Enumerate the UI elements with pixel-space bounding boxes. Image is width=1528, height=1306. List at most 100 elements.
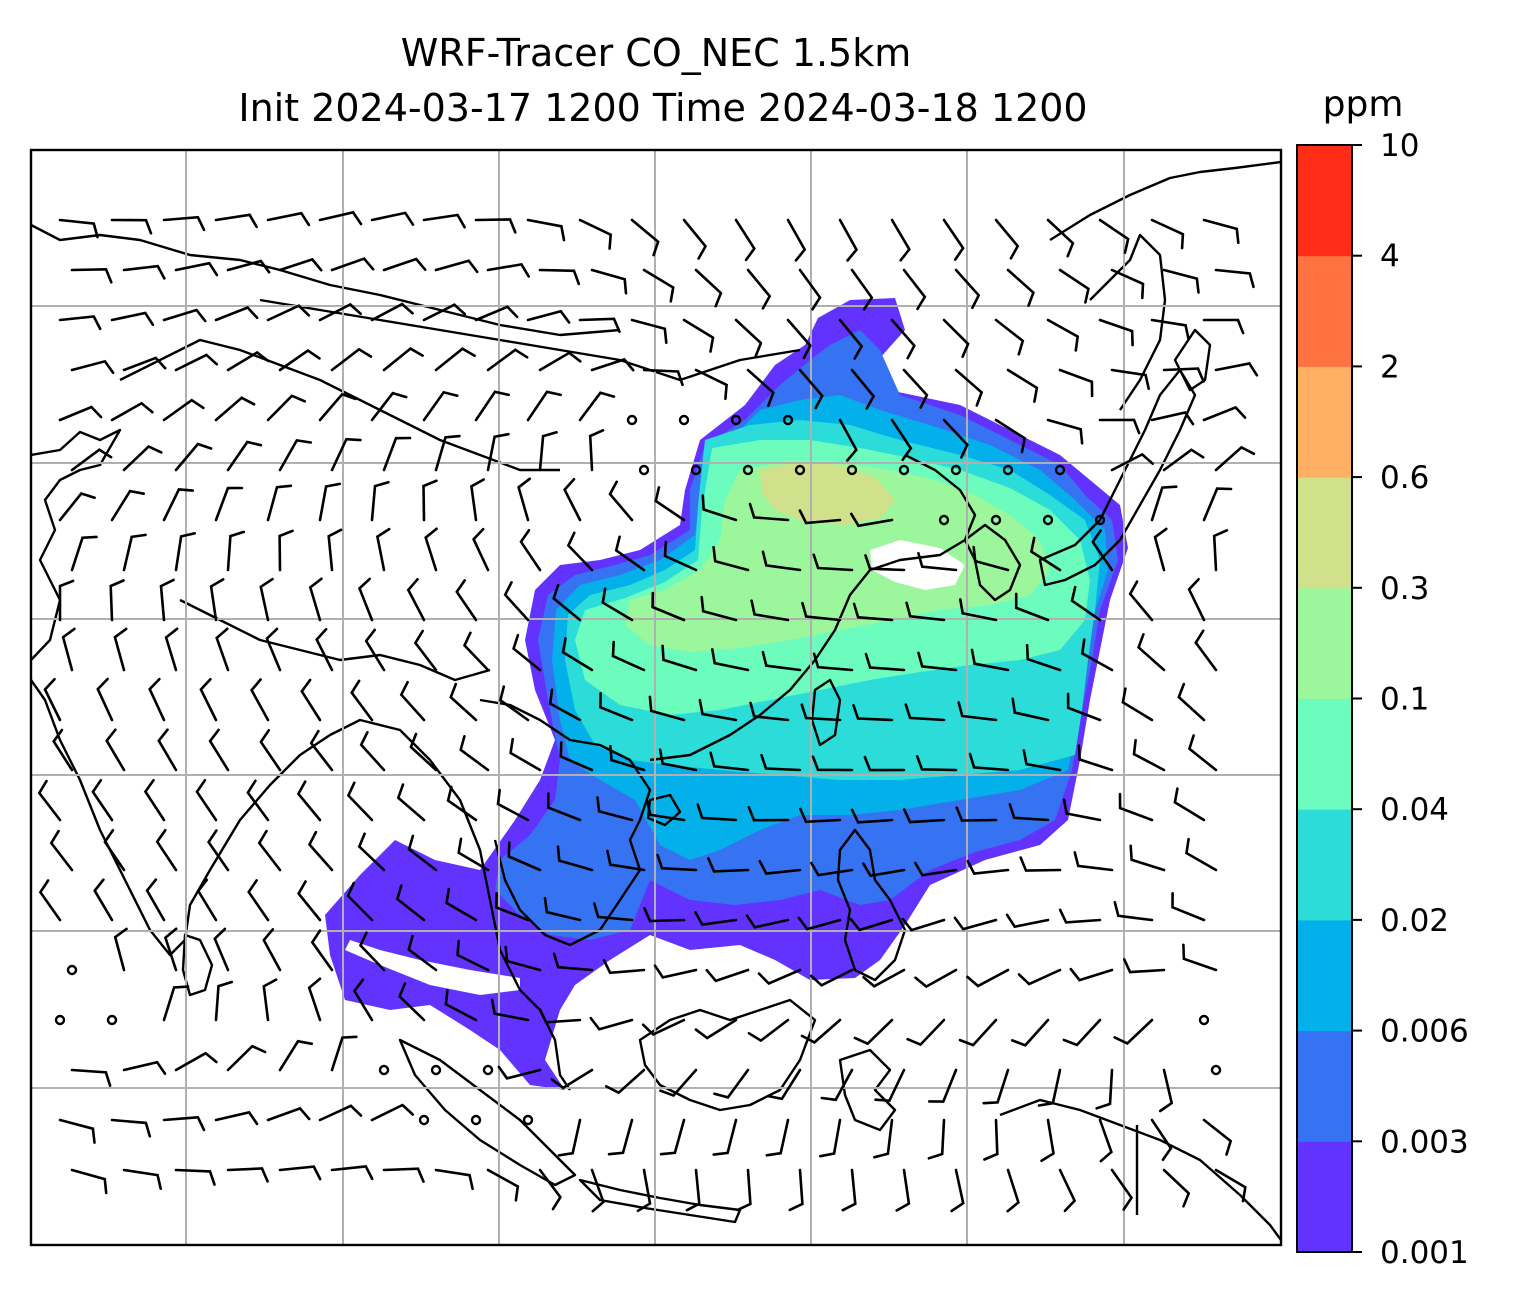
wind-barb <box>734 218 756 262</box>
wind-barb <box>226 1167 269 1183</box>
wind-barb <box>954 368 984 407</box>
wind-barb <box>955 806 998 822</box>
wind-barb <box>422 303 467 322</box>
wind-barb <box>1040 1118 1055 1162</box>
wind-barb <box>52 728 74 772</box>
wind-barb <box>407 834 438 872</box>
wind-barb <box>70 448 113 472</box>
map-panel <box>31 150 1281 1245</box>
wind-barb <box>37 779 62 822</box>
wind-barb <box>760 753 802 772</box>
map-frame <box>29 148 1283 1247</box>
wind-barb <box>642 368 684 387</box>
calm-wind-marker <box>782 414 794 426</box>
wind-barb <box>552 952 594 972</box>
calm-wind-marker <box>794 464 806 476</box>
wind-barb <box>588 429 605 472</box>
wind-barb <box>798 368 824 410</box>
wind-barb <box>1062 798 1102 822</box>
wind-barb <box>841 1168 857 1212</box>
wind-barb <box>538 431 558 472</box>
coastline-arabian-sea <box>31 428 122 661</box>
wind-barb <box>214 213 258 229</box>
wind-barb <box>266 304 311 322</box>
wind-barb <box>457 837 490 872</box>
wind-barb <box>486 348 529 372</box>
wind-barb <box>70 359 115 374</box>
wind-barb <box>318 302 362 322</box>
wind-barb <box>413 629 438 672</box>
wind-barb <box>604 1068 646 1095</box>
wind-barb <box>578 317 621 333</box>
wind-barb <box>953 916 998 931</box>
wind-barb <box>422 213 466 229</box>
wind-barb <box>641 1018 686 1036</box>
wind-barb <box>359 731 386 772</box>
wind-barb <box>653 964 698 979</box>
plume-band-0.1 <box>625 460 1050 652</box>
border-himalaya <box>119 338 560 472</box>
coastline-sulawesi <box>838 1048 897 1132</box>
wind-barb <box>375 527 391 572</box>
wind-barb <box>927 1118 946 1160</box>
calm-wind-marker <box>1054 464 1066 476</box>
colorbar-tick-label: 0.1 <box>1380 682 1429 718</box>
wind-barb <box>70 535 98 572</box>
wind-barb <box>1202 1118 1233 1156</box>
calm-wind-marker <box>430 1064 442 1076</box>
wind-barb <box>49 829 74 872</box>
wind-barb <box>862 862 906 878</box>
wind-barb <box>278 529 294 572</box>
wind-barb <box>700 595 738 622</box>
wind-barb <box>113 927 128 972</box>
wind-barb <box>1008 803 1050 822</box>
wind-barb <box>399 680 426 722</box>
wind-barb <box>1110 368 1150 390</box>
wind-barb <box>1098 1118 1113 1163</box>
wind-barb <box>1098 418 1141 435</box>
wind-barb <box>799 807 842 824</box>
wind-barb <box>148 677 166 722</box>
wind-barb <box>862 968 906 988</box>
wind-barb <box>1113 1018 1154 1045</box>
wind-barb <box>214 305 259 322</box>
wind-barb <box>58 579 75 622</box>
colorbar-tick-label: 4 <box>1380 239 1400 275</box>
calm-wind-marker <box>1002 464 1014 476</box>
wind-barb <box>651 591 686 622</box>
wind-barb <box>694 1018 738 1040</box>
gridlines <box>31 150 1281 1245</box>
wind-barb <box>330 1035 358 1072</box>
colorbar-unit: ppm <box>1323 84 1404 125</box>
colorbar-tick-label: 0.001 <box>1380 1235 1469 1271</box>
wind-barb <box>105 728 126 772</box>
coastline-bay-of-bengal-east <box>329 718 571 1091</box>
wind-barb <box>1110 268 1145 300</box>
wind-barb <box>226 530 246 572</box>
wind-barb <box>914 861 958 877</box>
wind-barb <box>559 741 594 772</box>
wind-barb <box>1162 1168 1191 1208</box>
wind-barb <box>1069 967 1114 982</box>
wind-barb <box>766 1068 802 1101</box>
wind-barb <box>278 1165 322 1181</box>
calm-wind-marker <box>990 514 1002 526</box>
wind-barb <box>712 546 750 572</box>
calm-wind-marker <box>378 1064 390 1076</box>
wind-barb <box>648 695 686 722</box>
calm-wind-marker <box>54 1014 66 1026</box>
wind-barb <box>1005 913 1050 929</box>
wind-barb <box>318 392 357 422</box>
wind-barb <box>512 633 542 672</box>
wind-barb <box>563 477 582 522</box>
wind-barb <box>330 257 375 272</box>
wind-barb <box>103 829 126 872</box>
wind-barb <box>70 1168 108 1195</box>
wind-barb <box>711 648 750 672</box>
wind-barb <box>812 553 854 572</box>
colorbar-cell <box>1297 366 1352 478</box>
coastline-indochina <box>479 698 652 947</box>
wind-barb <box>246 779 270 822</box>
wind-barb <box>122 1168 162 1190</box>
wind-barb <box>434 434 461 472</box>
